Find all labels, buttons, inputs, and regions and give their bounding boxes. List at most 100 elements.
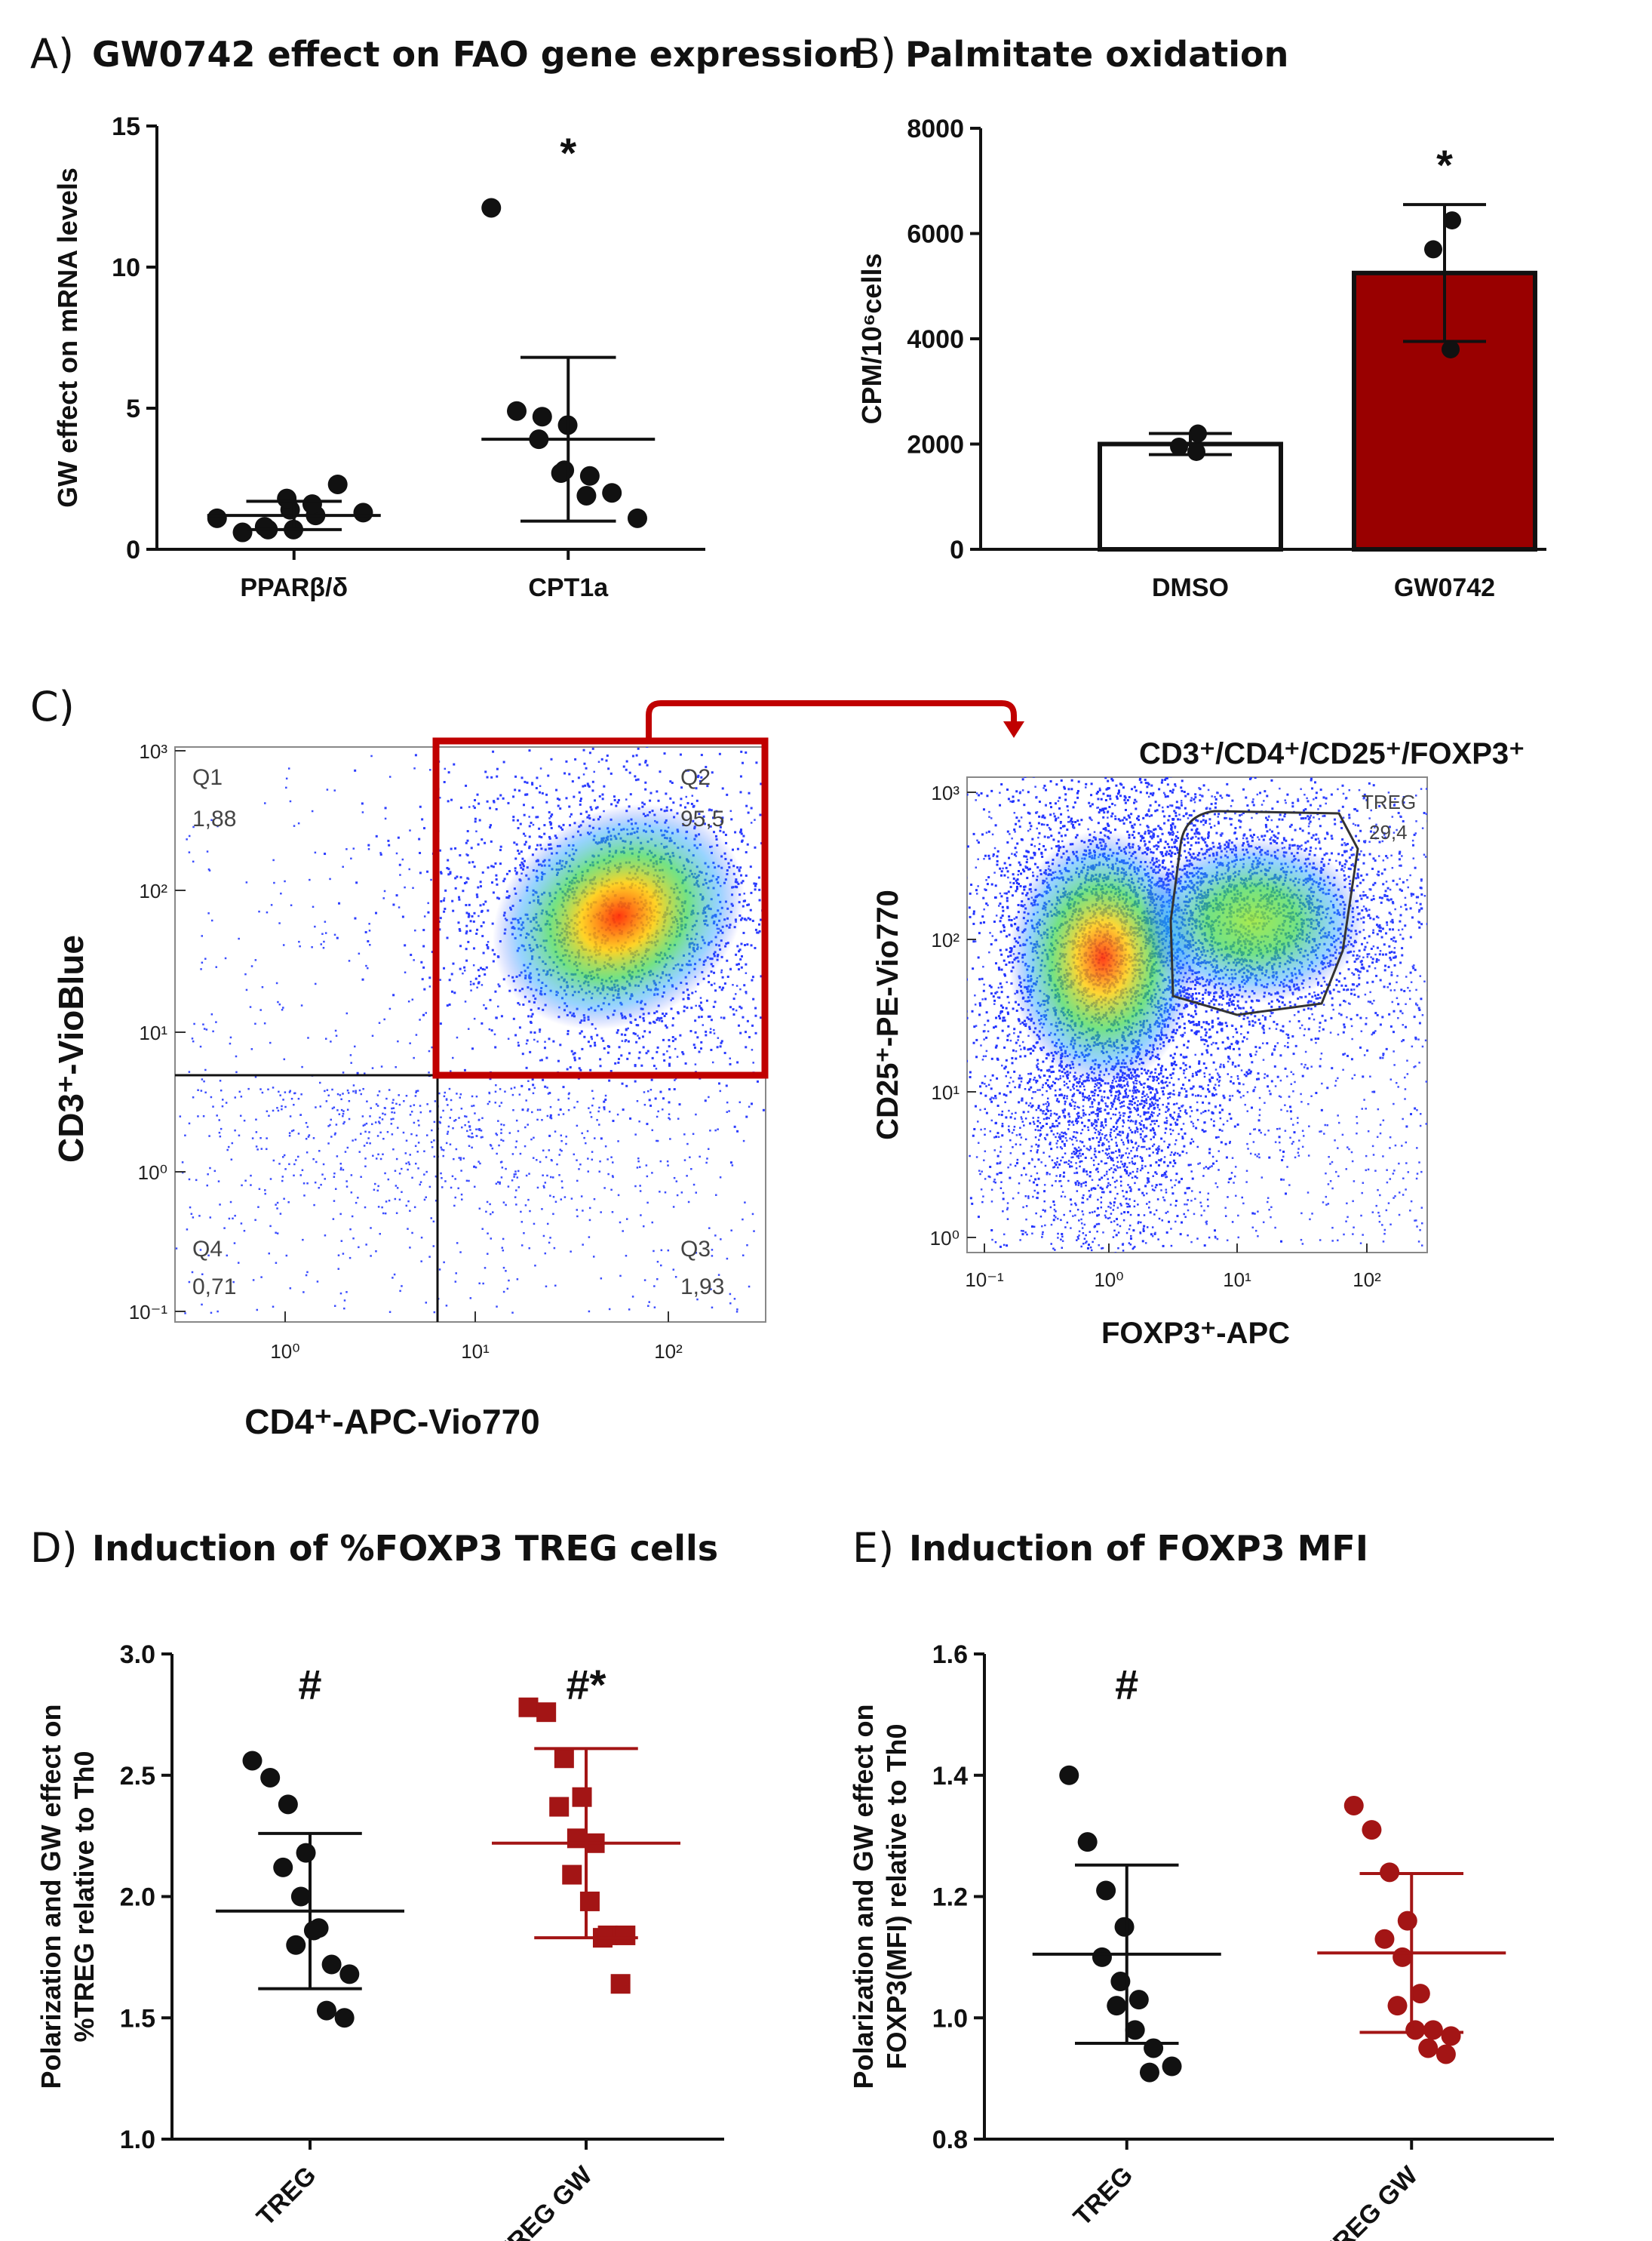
flow-event <box>651 1221 654 1224</box>
flow-event <box>464 1115 466 1117</box>
flow-event <box>544 1041 546 1043</box>
flow-event <box>407 1168 409 1171</box>
flow-event <box>279 1213 282 1215</box>
flow-event <box>583 733 585 735</box>
flow-event <box>720 1040 723 1043</box>
flow-event <box>333 1106 336 1108</box>
flow-event <box>963 869 966 872</box>
flow-event <box>234 1129 236 1132</box>
flow-event <box>651 1056 654 1059</box>
flow-event <box>528 845 531 848</box>
flow-event <box>477 1118 481 1121</box>
flow-event <box>1224 619 1227 622</box>
flow-event <box>757 931 760 934</box>
flow-event <box>282 1007 284 1009</box>
flow-event <box>517 1130 520 1133</box>
flow-event <box>638 763 641 766</box>
flow-event <box>1082 757 1085 759</box>
flow-event <box>1006 1084 1009 1087</box>
flow-event <box>1104 1118 1107 1121</box>
flow-event <box>1100 766 1102 768</box>
flow-event <box>466 1130 468 1133</box>
flow-event <box>565 1142 567 1145</box>
flow-event <box>1077 780 1080 783</box>
flow-event <box>517 1001 520 1004</box>
flow-event <box>414 754 417 757</box>
flow-event <box>686 769 689 772</box>
flow-event <box>379 1233 381 1235</box>
flow-event <box>494 862 497 865</box>
flow-event <box>465 1115 468 1118</box>
flow-event <box>625 1039 628 1042</box>
flow-event <box>494 990 497 993</box>
flow-event <box>465 881 468 884</box>
flow-event <box>668 1038 671 1041</box>
flow-event <box>368 930 371 932</box>
flow-event <box>297 822 300 825</box>
flow-event <box>458 898 461 901</box>
flow-event <box>722 986 725 989</box>
flow-event <box>345 1291 348 1293</box>
flow-event <box>487 866 490 869</box>
flow-event <box>245 988 248 991</box>
flow-event <box>969 1076 972 1079</box>
flow-event <box>1099 1139 1102 1142</box>
flow-event <box>1123 816 1126 819</box>
flow-event <box>229 1036 232 1039</box>
flow-event <box>453 763 456 766</box>
flow-event <box>533 1038 536 1041</box>
flow-event <box>275 982 278 985</box>
flow-event <box>1117 791 1120 794</box>
flow-event <box>794 887 797 890</box>
flow-event <box>1171 729 1174 731</box>
flow-event <box>229 1200 232 1204</box>
a-point <box>579 466 600 486</box>
flow-event <box>600 1277 603 1280</box>
flow-event <box>606 1051 610 1054</box>
flow-event <box>320 943 323 945</box>
flow-event <box>1127 814 1130 817</box>
flow-event <box>1033 852 1036 855</box>
flow-event <box>524 1126 527 1129</box>
flow-event <box>558 798 561 801</box>
flow-event <box>375 1157 378 1160</box>
flow-event <box>496 1181 499 1183</box>
flow-event <box>392 1148 395 1151</box>
flow-event <box>391 1111 393 1114</box>
flow-event <box>460 1170 462 1172</box>
flow-event <box>477 1160 480 1163</box>
flow-event <box>1153 608 1155 610</box>
flow-event <box>477 802 481 805</box>
flow-event <box>699 779 702 782</box>
flow-event <box>574 758 577 761</box>
flow-event <box>589 1111 591 1114</box>
flow-event <box>215 1021 217 1023</box>
flow-event <box>531 783 534 786</box>
flow-event <box>700 776 703 779</box>
flow-event <box>258 1188 261 1191</box>
flow-event <box>929 1207 932 1209</box>
flow-event <box>266 1110 269 1113</box>
flow-event <box>826 929 828 931</box>
flow-event <box>705 1034 708 1037</box>
flow-event <box>668 1117 670 1119</box>
flow-event <box>714 1001 717 1004</box>
flow-event <box>625 760 628 763</box>
flow-event <box>464 1124 466 1127</box>
flow-event <box>742 835 745 838</box>
flow-event <box>1281 1159 1284 1162</box>
flow-event <box>209 1167 211 1170</box>
flow-event <box>419 1181 422 1183</box>
flow-event <box>571 780 574 783</box>
flow-event <box>529 1210 531 1213</box>
flow-event <box>625 1028 628 1031</box>
flow-event <box>367 848 370 850</box>
flow-event <box>469 980 472 983</box>
flow-event <box>990 1087 993 1090</box>
flow-event <box>768 931 770 933</box>
flow-event <box>655 1068 658 1070</box>
flow-event <box>490 824 493 827</box>
flow-event <box>401 1167 403 1170</box>
flow-event <box>810 819 812 821</box>
flow-event <box>729 1302 732 1305</box>
